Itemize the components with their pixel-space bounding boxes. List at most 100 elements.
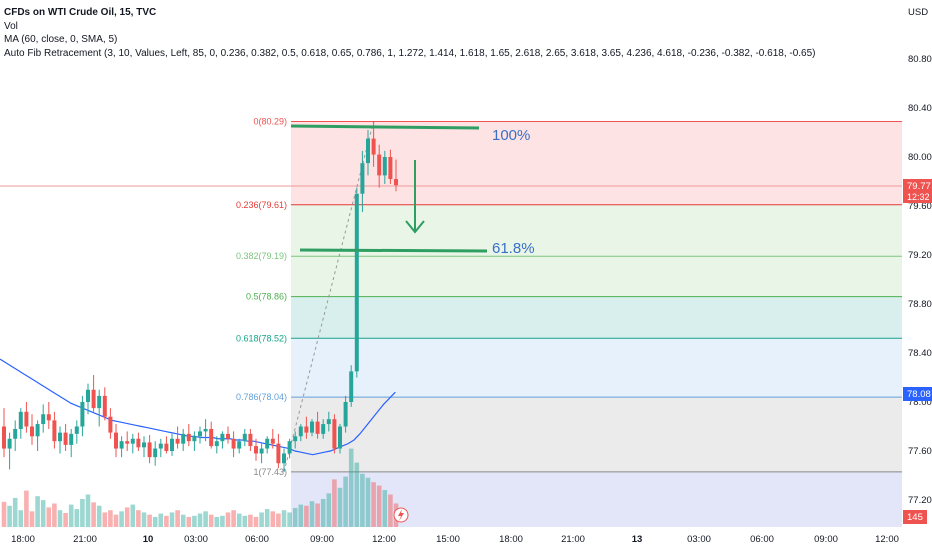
candle-body bbox=[153, 448, 158, 458]
candle bbox=[164, 436, 169, 454]
volume-bar bbox=[309, 501, 315, 527]
candle bbox=[231, 431, 236, 458]
candle-body bbox=[13, 428, 18, 439]
candle bbox=[192, 431, 197, 451]
candle bbox=[276, 433, 281, 469]
volume-bar bbox=[74, 509, 80, 527]
annotation-label-100[interactable]: 100% bbox=[492, 127, 530, 144]
candle-body bbox=[366, 138, 370, 164]
time-tick-label: 18:00 bbox=[11, 534, 35, 545]
fib-label-1: 1(77.43) bbox=[253, 467, 287, 477]
candle-body bbox=[349, 371, 354, 402]
volume-bar bbox=[276, 513, 281, 527]
candle bbox=[46, 402, 51, 429]
volume-bar bbox=[119, 511, 124, 527]
candle bbox=[136, 432, 141, 451]
down-arrow-icon[interactable] bbox=[405, 220, 425, 234]
volume-bar bbox=[270, 511, 276, 527]
candle bbox=[186, 424, 191, 447]
resistance-line-100[interactable] bbox=[290, 124, 480, 130]
legend-fib[interactable]: Auto Fib Retracement (3, 10, Values, Lef… bbox=[4, 47, 816, 59]
chart-legend: CFDs on WTI Crude Oil, 15, TVC Vol MA (6… bbox=[4, 6, 816, 60]
candle bbox=[158, 438, 163, 458]
candle-body bbox=[214, 441, 219, 447]
annotation-layer[interactable]: 100% 61.8% bbox=[290, 124, 535, 257]
volume-bar bbox=[141, 512, 147, 527]
candle-body bbox=[69, 433, 74, 445]
candle-body bbox=[63, 432, 68, 445]
candle bbox=[2, 408, 6, 458]
candle bbox=[130, 433, 135, 454]
moving-average-line bbox=[0, 358, 396, 456]
candle bbox=[80, 395, 85, 437]
volume-bar bbox=[164, 515, 169, 527]
candle-body bbox=[74, 426, 79, 434]
candle bbox=[63, 424, 68, 451]
fib-label-0.786: 0.786(78.04) bbox=[236, 392, 287, 402]
time-axis-bg[interactable] bbox=[0, 527, 932, 550]
candle bbox=[304, 416, 309, 439]
volume-bar bbox=[52, 503, 57, 527]
volume-bar bbox=[147, 514, 152, 527]
volume-bar bbox=[102, 512, 108, 527]
candle-body bbox=[125, 441, 130, 444]
candle-body bbox=[136, 438, 141, 448]
candle-body bbox=[108, 416, 113, 433]
fib-retracement-layer[interactable]: 0(80.29) 0.236(79.61) 0.382(79.19) 0.5(78.8… bbox=[0, 116, 902, 527]
volume-bar bbox=[18, 510, 24, 527]
candle bbox=[102, 387, 107, 421]
time-tick-label: 12:00 bbox=[372, 534, 396, 545]
fib-label-0.618: 0.618(78.52) bbox=[236, 333, 287, 343]
volume-bar bbox=[29, 511, 35, 527]
candle bbox=[203, 419, 208, 442]
volume-bar bbox=[124, 507, 130, 527]
candle bbox=[343, 395, 348, 433]
annotation-label-618[interactable]: 61.8% bbox=[492, 240, 535, 257]
candle bbox=[265, 436, 270, 454]
candle-body bbox=[18, 411, 23, 429]
candle bbox=[35, 420, 40, 451]
candle bbox=[52, 411, 57, 449]
candle bbox=[69, 428, 74, 458]
candle-body bbox=[265, 438, 270, 449]
legend-ma[interactable]: MA (60, close, 0, SMA, 5) bbox=[4, 34, 118, 45]
candle bbox=[332, 414, 337, 454]
candle-body bbox=[326, 419, 331, 425]
candle-body bbox=[242, 433, 247, 442]
fib-label-0.382: 0.382(79.19) bbox=[236, 251, 287, 261]
price-axis-bg[interactable] bbox=[902, 0, 932, 527]
candle-body bbox=[164, 443, 169, 451]
candle-body bbox=[130, 438, 135, 444]
replay-icon[interactable] bbox=[393, 507, 409, 523]
last-price-value: 79.77 bbox=[907, 181, 931, 192]
time-tick-label: 06:00 bbox=[750, 534, 774, 545]
fib-zone-0.5 bbox=[291, 296, 902, 339]
candle-body bbox=[119, 441, 124, 449]
candle-body bbox=[147, 442, 152, 458]
legend-volume[interactable]: Vol bbox=[4, 20, 18, 32]
candle-body bbox=[394, 179, 398, 186]
candle-body bbox=[35, 424, 40, 437]
candle-body bbox=[254, 446, 258, 454]
candle-body bbox=[198, 431, 202, 437]
volume-bar bbox=[376, 485, 382, 527]
candle bbox=[41, 404, 46, 433]
candle bbox=[198, 426, 202, 444]
candle bbox=[114, 424, 118, 458]
volume-bar bbox=[208, 514, 214, 527]
candle bbox=[321, 419, 326, 439]
candle-body bbox=[114, 432, 118, 449]
legend-symbol[interactable]: CFDs on WTI Crude Oil, 15, TVC bbox=[4, 7, 157, 18]
candle-body bbox=[203, 428, 208, 432]
candle-body bbox=[360, 163, 365, 194]
candle-body bbox=[41, 414, 46, 425]
time-tick-label: 10 bbox=[143, 534, 154, 545]
candle-body bbox=[7, 438, 12, 449]
volume-bar bbox=[326, 493, 332, 527]
candle bbox=[349, 365, 354, 407]
volume-bar bbox=[35, 496, 40, 527]
support-line-618[interactable] bbox=[299, 248, 488, 253]
candle-body bbox=[343, 402, 348, 427]
